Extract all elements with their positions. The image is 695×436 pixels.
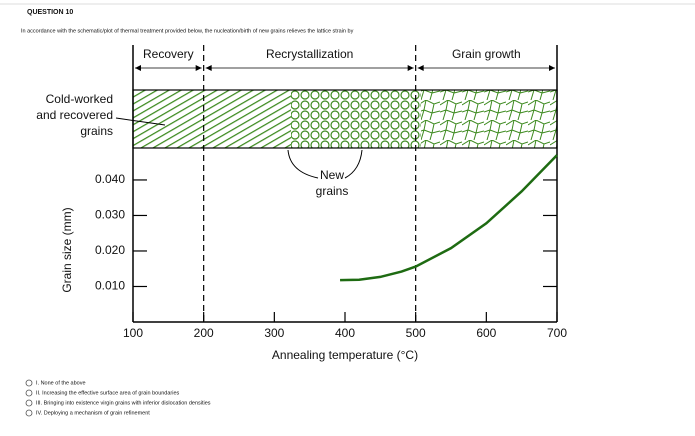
annotation: New <box>320 168 344 182</box>
arrow <box>344 149 363 179</box>
cold-worked-grains <box>133 90 291 148</box>
x-axis-label: Annealing temperature (°C) <box>272 348 418 362</box>
radio-button[interactable] <box>25 409 33 417</box>
annotation: grains <box>316 184 349 198</box>
region-label: Grain growth <box>452 47 521 61</box>
grown-grains <box>421 90 557 148</box>
annotation: grains <box>80 124 113 138</box>
y-tick-label: 0.040 <box>95 172 125 186</box>
option-label: II. Increasing the effective surface are… <box>36 390 180 396</box>
option-label: I. None of the above <box>36 380 86 386</box>
y-tick-label: 0.030 <box>95 208 125 222</box>
annotation: Cold-worked <box>46 92 113 106</box>
question-text: In accordance with the schematic/plot of… <box>21 28 354 34</box>
arrow <box>287 149 319 179</box>
y-axis-label: Grain size (mm) <box>60 207 74 292</box>
annotation-arrows <box>115 117 363 179</box>
arrow <box>115 117 166 126</box>
y-tick-label: 0.020 <box>95 243 125 257</box>
x-tick-label: 400 <box>335 326 355 340</box>
radio-button[interactable] <box>25 379 33 387</box>
grain-band <box>132 89 558 149</box>
annotation: and recovered <box>36 108 113 122</box>
new-grains-region <box>291 90 421 148</box>
y-tick-label: 0.010 <box>95 279 125 293</box>
radio-button[interactable] <box>25 399 33 407</box>
x-tick-label: 100 <box>123 326 143 340</box>
grain-size-curve <box>340 154 558 282</box>
question-title: QUESTION 10 <box>27 9 73 16</box>
x-tick-label: 300 <box>264 326 284 340</box>
option-label: IV. Deploying a mechanism of grain refin… <box>36 410 150 416</box>
x-tick-label: 700 <box>547 326 567 340</box>
radio-button[interactable] <box>25 389 33 397</box>
x-tick-label: 200 <box>194 326 214 340</box>
region-label: Recrystallization <box>266 47 353 61</box>
region-label: Recovery <box>143 47 194 61</box>
x-tick-label: 600 <box>476 326 496 340</box>
option-label: III. Bringing into existence virgin grai… <box>36 400 211 406</box>
x-tick-label: 500 <box>406 326 426 340</box>
